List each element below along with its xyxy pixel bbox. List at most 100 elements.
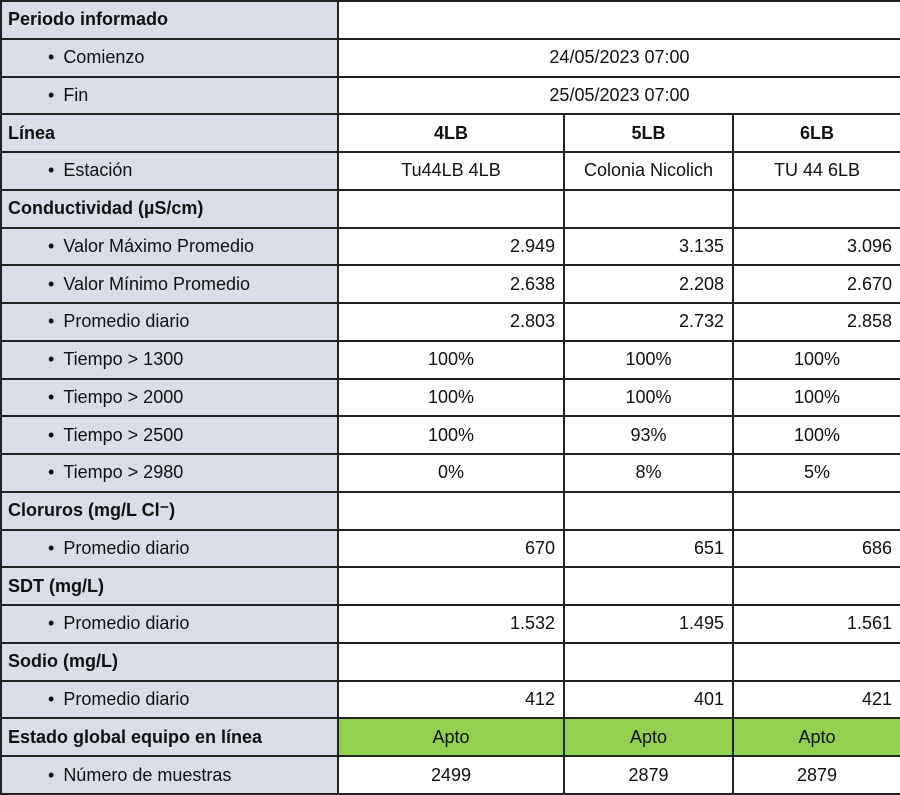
value-cell: 3.135 [563, 226, 734, 267]
row-label: Promedio diario [0, 528, 339, 569]
value-cell: 412 [337, 679, 565, 720]
row-label: Tiempo > 2500 [0, 415, 339, 455]
heading-row: Línea 4LB 5LB 6LB [0, 113, 900, 153]
value-cell: 2.732 [563, 302, 734, 342]
heading-row: Estado global equipo en línea Apto Apto Apt… [0, 717, 900, 757]
heading-cell: Apto [732, 717, 900, 757]
value-cell: 25/05/2023 07:00 [337, 75, 900, 116]
row-label: Promedio diario [0, 302, 339, 342]
value-cell: 1.495 [563, 604, 734, 644]
value-cell: 686 [732, 528, 900, 569]
row-label: Tiempo > 1300 [0, 339, 339, 380]
value-cell: Tu44LB 4LB [337, 151, 565, 191]
value-cell: 2.803 [337, 302, 565, 342]
row-label: Número de muestras [0, 755, 339, 795]
value-cell: 2.670 [732, 264, 900, 304]
value-cell: 401 [563, 679, 734, 720]
row-heading: Línea [0, 113, 339, 153]
value-cell: 5% [732, 453, 900, 493]
value-cell: 8% [563, 453, 734, 493]
row-label: Comienzo [0, 37, 339, 78]
empty-cell [337, 490, 565, 531]
value-cell: 100% [337, 377, 565, 418]
value-cell: 100% [732, 415, 900, 455]
heading-row: SDT (mg/L) [0, 566, 900, 606]
row-label: Valor Máximo Promedio [0, 226, 339, 267]
value-cell: 2499 [337, 755, 565, 795]
value-cell: 2.638 [337, 264, 565, 304]
row-label: Promedio diario [0, 679, 339, 720]
value-cell: 3.096 [732, 226, 900, 267]
empty-cell [337, 188, 565, 229]
heading-row: Cloruros (mg/L Cl⁻) [0, 490, 900, 531]
empty-cell [732, 188, 900, 229]
row-heading: Conductividad (µS/cm) [0, 188, 339, 229]
value-cell: 1.561 [732, 604, 900, 644]
empty-cell [732, 641, 900, 682]
row-heading: Sodio (mg/L) [0, 641, 339, 682]
row-label: Promedio diario [0, 604, 339, 644]
value-cell: 100% [337, 339, 565, 380]
row-label: Tiempo > 2980 [0, 453, 339, 493]
heading-cell: 4LB [337, 113, 565, 153]
value-cell: 100% [732, 339, 900, 380]
value-cell: 651 [563, 528, 734, 569]
row-heading: Estado global equipo en línea [0, 717, 339, 757]
value-cell: 24/05/2023 07:00 [337, 37, 900, 78]
heading-cell: Apto [563, 717, 734, 757]
value-cell: 100% [563, 377, 734, 418]
value-cell: 670 [337, 528, 565, 569]
row-label: Fin [0, 75, 339, 116]
value-cell: 2.949 [337, 226, 565, 267]
heading-cell: 6LB [732, 113, 900, 153]
heading-row: Conductividad (µS/cm) [0, 188, 900, 229]
heading-row: Periodo informado [0, 0, 900, 40]
row-heading: SDT (mg/L) [0, 566, 339, 606]
value-cell: 2.858 [732, 302, 900, 342]
value-cell: TU 44 6LB [732, 151, 900, 191]
empty-cell [337, 641, 565, 682]
value-cell: Colonia Nicolich [563, 151, 734, 191]
value-cell: 93% [563, 415, 734, 455]
value-cell: 421 [732, 679, 900, 720]
row-heading: Cloruros (mg/L Cl⁻) [0, 490, 339, 531]
heading-cell: Apto [337, 717, 565, 757]
row-label: Valor Mínimo Promedio [0, 264, 339, 304]
value-cell: 100% [337, 415, 565, 455]
value-cell: 100% [732, 377, 900, 418]
empty-cell [563, 566, 734, 606]
heading-cell: 5LB [563, 113, 734, 153]
empty-cell [337, 566, 565, 606]
value-cell: 100% [563, 339, 734, 380]
heading-row: Sodio (mg/L) [0, 641, 900, 682]
empty-cell [563, 490, 734, 531]
value-cell: 0% [337, 453, 565, 493]
empty-cell [337, 0, 900, 40]
empty-cell [732, 490, 900, 531]
empty-cell [563, 641, 734, 682]
row-heading: Periodo informado [0, 0, 339, 40]
value-cell: 2879 [732, 755, 900, 795]
row-label: Estación [0, 151, 339, 191]
value-cell: 2879 [563, 755, 734, 795]
value-cell: 1.532 [337, 604, 565, 644]
row-label: Tiempo > 2000 [0, 377, 339, 418]
value-cell: 2.208 [563, 264, 734, 304]
empty-cell [732, 566, 900, 606]
